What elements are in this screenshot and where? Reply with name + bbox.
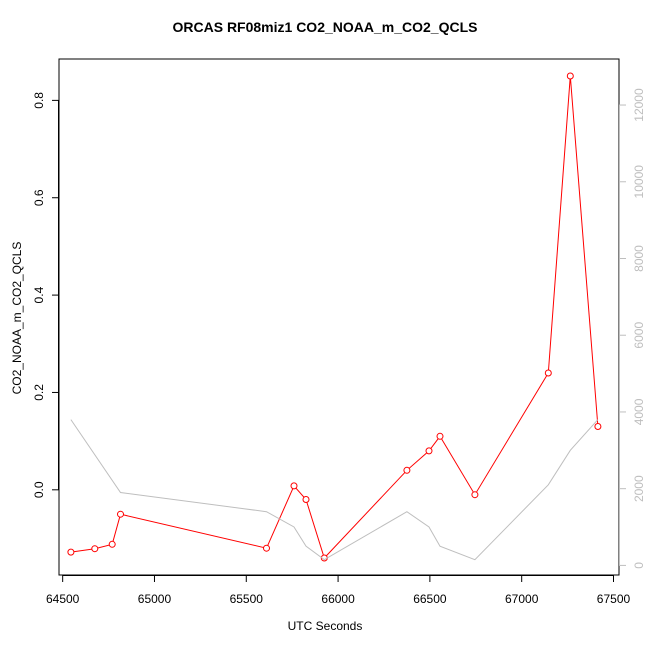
x-tick-label-66500: 66500 xyxy=(413,592,447,606)
x-tick-label-65500: 65500 xyxy=(230,592,264,606)
x-tick-label-67500: 67500 xyxy=(597,592,631,606)
chart-title: ORCAS RF08miz1 CO2_NOAA_m_CO2_QCLS xyxy=(172,19,478,35)
x-tick-label-66000: 66000 xyxy=(321,592,355,606)
secondary-series-line xyxy=(70,419,599,561)
y-tick-label-0.2: 0.2 xyxy=(32,384,46,401)
data-point-6 xyxy=(302,496,310,503)
y2-tick-label-6000: 6000 xyxy=(632,322,646,349)
data-point-3 xyxy=(117,510,124,518)
y-tick-label-0.8: 0.8 xyxy=(32,92,46,109)
data-point-1 xyxy=(91,545,99,553)
y2-tick-label-2000: 2000 xyxy=(632,475,646,502)
data-point-5 xyxy=(290,482,298,490)
data-point-9 xyxy=(425,447,433,455)
x-axis-label: UTC Seconds xyxy=(287,619,363,633)
y2-tick-label-12000: 12000 xyxy=(632,88,646,122)
x-tick-label-67000: 67000 xyxy=(505,592,539,606)
data-point-10 xyxy=(436,432,444,440)
y-tick-label-0.4: 0.4 xyxy=(32,286,46,303)
data-point-11 xyxy=(471,491,479,499)
data-point-14 xyxy=(594,423,602,430)
data-point-13 xyxy=(566,72,574,80)
data-point-0 xyxy=(67,548,75,556)
primary-series-line xyxy=(70,75,599,559)
y2-tick-label-10000: 10000 xyxy=(632,165,646,199)
data-point-12 xyxy=(544,369,552,377)
y-tick-label-0.6: 0.6 xyxy=(32,189,46,206)
y2-tick-label-0: 0 xyxy=(632,562,646,569)
x-tick-label-65000: 65000 xyxy=(138,592,172,606)
y2-tick-label-4000: 4000 xyxy=(632,398,646,425)
data-point-4 xyxy=(263,544,270,552)
x-tick-label-64500: 64500 xyxy=(46,592,80,606)
plot-border xyxy=(58,58,620,576)
y2-tick-label-8000: 8000 xyxy=(632,245,646,272)
data-point-8 xyxy=(403,466,411,474)
data-point-2 xyxy=(108,540,116,548)
y-tick-label-0: 0.0 xyxy=(32,481,46,498)
